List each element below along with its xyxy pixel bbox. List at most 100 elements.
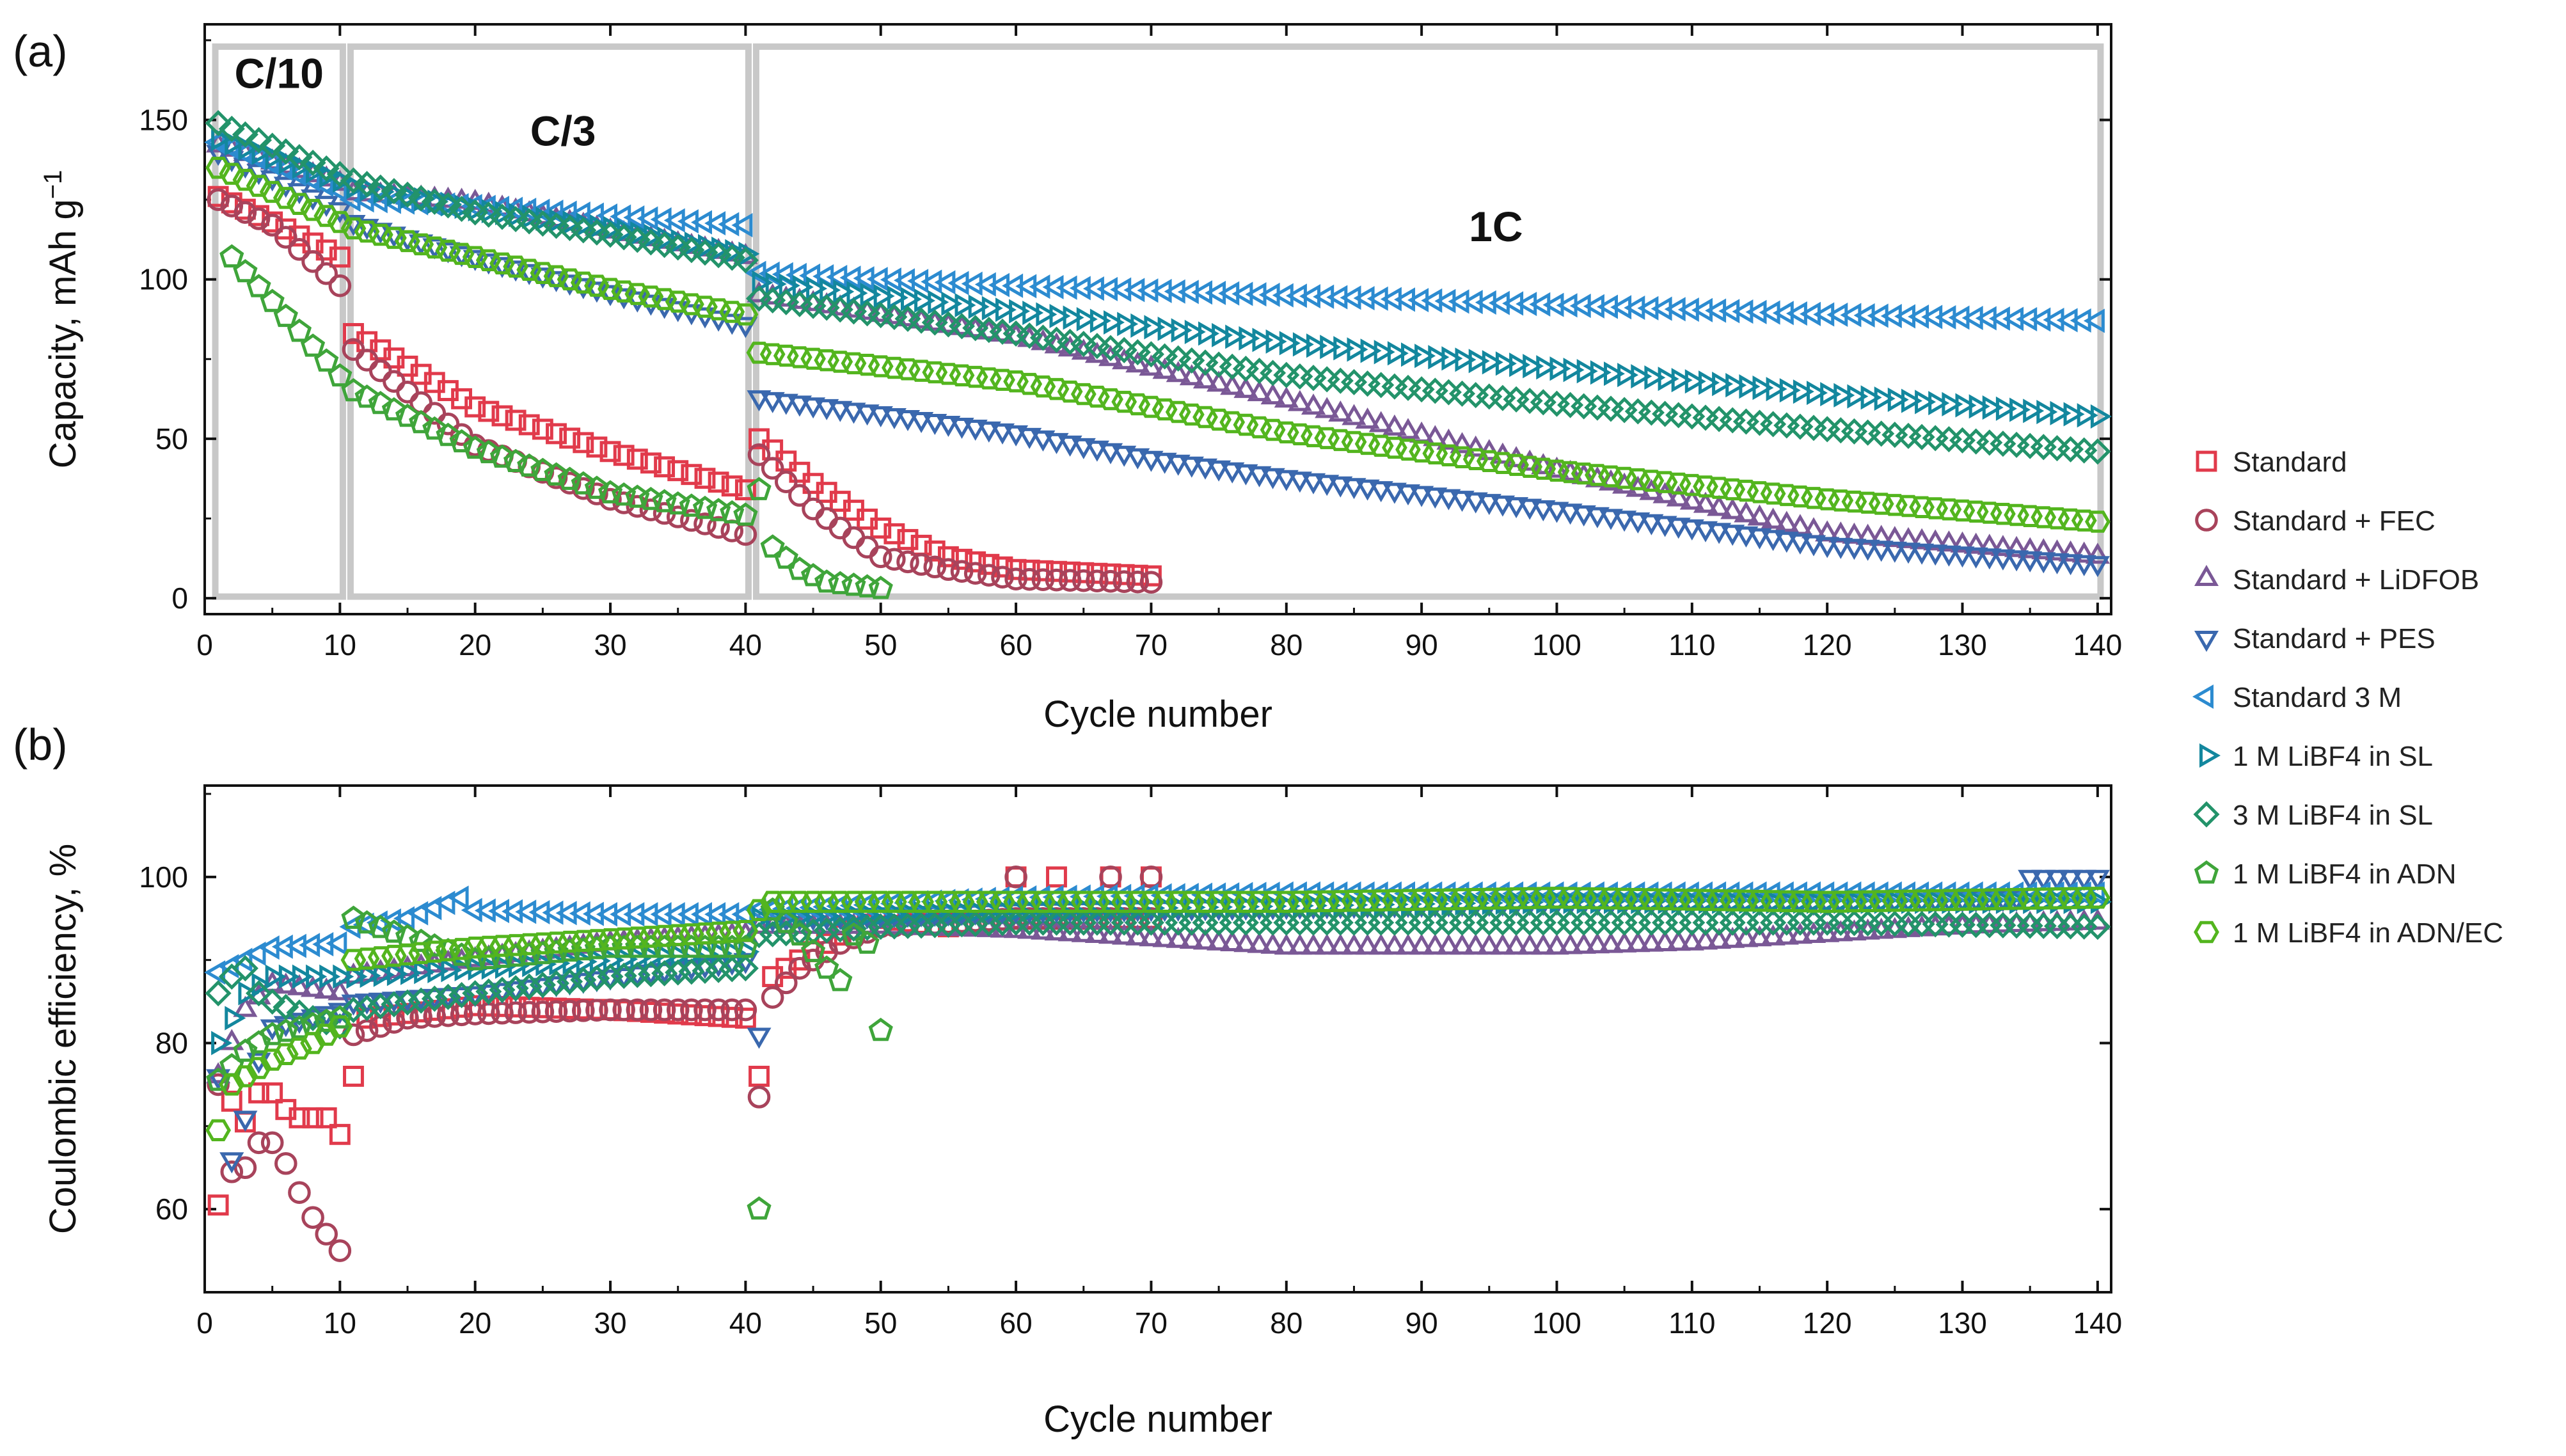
data-point xyxy=(1152,926,1177,947)
data-point xyxy=(570,217,597,244)
data-point xyxy=(1098,443,1123,464)
data-point xyxy=(328,363,352,387)
data-point xyxy=(478,400,500,422)
data-point xyxy=(901,287,922,312)
data-point xyxy=(651,960,678,986)
data-point xyxy=(1166,361,1191,383)
data-point xyxy=(855,930,880,954)
data-point xyxy=(1381,373,1408,400)
data-point xyxy=(962,890,988,913)
data-point xyxy=(989,910,1016,937)
x-tick-label: 90 xyxy=(1406,628,1438,661)
data-point xyxy=(1043,909,1070,936)
x-tick-label: 20 xyxy=(459,628,491,661)
data-point xyxy=(1895,422,1922,449)
data-point xyxy=(1869,525,1894,546)
data-point xyxy=(1347,337,1368,362)
y-axis-title-superscript: −1 xyxy=(39,170,67,200)
data-point xyxy=(1597,395,1624,422)
data-point xyxy=(2009,397,2031,422)
data-point xyxy=(1436,489,1461,510)
data-point xyxy=(1260,909,1287,936)
data-point xyxy=(287,1015,312,1039)
data-point xyxy=(1482,350,1503,375)
data-point xyxy=(1815,537,1840,558)
data-point xyxy=(854,890,880,913)
data-point xyxy=(1157,316,1179,342)
data-point xyxy=(806,276,828,301)
x-axis-title: Cycle number xyxy=(1043,1398,1272,1440)
data-point xyxy=(1597,909,1624,936)
data-point xyxy=(651,232,678,258)
data-point xyxy=(233,259,258,283)
data-point xyxy=(530,932,556,954)
data-point xyxy=(1787,890,1813,913)
data-point xyxy=(1942,392,1963,416)
data-point xyxy=(1679,473,1705,496)
data-point xyxy=(895,890,921,913)
data-point xyxy=(1707,523,1732,544)
data-point xyxy=(1955,393,1977,418)
data-point xyxy=(1963,912,1990,938)
data-point xyxy=(1842,522,1867,544)
data-point xyxy=(319,964,341,989)
data-point xyxy=(1220,374,1245,395)
data-point xyxy=(1531,933,1556,955)
data-point xyxy=(558,999,582,1023)
data-point xyxy=(868,576,893,599)
data-point xyxy=(1719,407,1746,434)
data-point xyxy=(1773,890,1800,912)
data-point xyxy=(1004,866,1027,889)
data-point xyxy=(1720,478,1746,501)
data-point xyxy=(1652,482,1677,503)
data-point xyxy=(475,978,502,1005)
data-point xyxy=(1099,866,1122,889)
data-point xyxy=(1463,933,1488,955)
data-point xyxy=(883,523,905,544)
data-point xyxy=(1368,411,1393,432)
data-point xyxy=(1801,890,1826,913)
data-point xyxy=(1462,909,1489,936)
data-point xyxy=(813,917,840,944)
data-point xyxy=(1787,909,1814,936)
data-point xyxy=(1057,909,1084,936)
data-point xyxy=(1746,889,1773,912)
data-point xyxy=(1963,428,1990,455)
data-point xyxy=(1111,890,1137,913)
data-point xyxy=(1761,507,1786,529)
data-point xyxy=(2044,507,2070,530)
data-point xyxy=(1644,365,1666,390)
data-point xyxy=(1787,922,1812,944)
panel-a: C/10 C/3 1C 0 10 20 30 40 50 60 70 80 90 100 110 120 130… xyxy=(13,23,2122,735)
data-point xyxy=(300,333,326,357)
data-point xyxy=(557,968,583,995)
data-point xyxy=(598,928,623,951)
data-point xyxy=(274,1151,297,1175)
data-point xyxy=(1990,888,2016,910)
data-point xyxy=(354,947,380,970)
data-point xyxy=(1801,487,1826,509)
data-point xyxy=(948,313,976,340)
data-point xyxy=(1896,889,1921,912)
data-point xyxy=(1408,909,1435,936)
x-tick-label: 120 xyxy=(1803,1306,1852,1340)
data-point xyxy=(1901,388,1923,413)
legend-label: 3 M LiBF4 in SL xyxy=(2233,800,2433,831)
x-axis-title: Cycle number xyxy=(1043,693,1272,735)
data-point xyxy=(1855,491,1881,514)
data-point xyxy=(2031,887,2057,910)
data-point xyxy=(1679,889,1705,911)
data-point xyxy=(328,979,352,1001)
data-point xyxy=(1225,324,1247,349)
region-label-c-10: C/10 xyxy=(235,50,324,97)
data-point xyxy=(448,195,475,223)
data-point xyxy=(315,262,338,285)
data-point xyxy=(1113,570,1136,593)
data-point xyxy=(2016,432,2043,459)
data-point xyxy=(1207,460,1232,482)
data-point xyxy=(233,1038,258,1062)
data-point xyxy=(1395,909,1422,936)
data-point xyxy=(2030,434,2057,461)
data-point xyxy=(1287,890,1313,913)
data-point xyxy=(1016,909,1043,936)
